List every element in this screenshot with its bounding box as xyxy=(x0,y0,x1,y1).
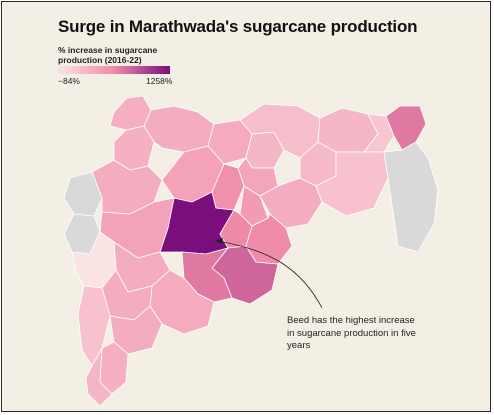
annotation-leader-line xyxy=(216,240,323,309)
district-gadchiroli xyxy=(383,141,439,253)
legend-color-bar xyxy=(58,66,170,74)
maharashtra-map xyxy=(63,95,439,407)
annotation-text: Beed has the highest increase in sugarca… xyxy=(287,315,416,351)
chart-title: Surge in Marathwada's sugarcane producti… xyxy=(58,17,418,36)
legend-max-label: 1258% xyxy=(146,76,173,86)
district-palghar xyxy=(63,171,103,217)
legend-title: % increase in sugarcane production (2016… xyxy=(58,45,158,65)
annotation-arrowhead xyxy=(215,238,223,244)
district-jalgaon xyxy=(143,105,215,153)
district-sindhudurg xyxy=(85,347,113,407)
district-dhule xyxy=(113,125,155,171)
district-chandrapur xyxy=(315,151,389,217)
district-raigad xyxy=(71,231,117,289)
district-nandurbar xyxy=(109,95,152,131)
district-gondia xyxy=(385,105,427,151)
legend-min-label: −84% xyxy=(58,76,80,86)
